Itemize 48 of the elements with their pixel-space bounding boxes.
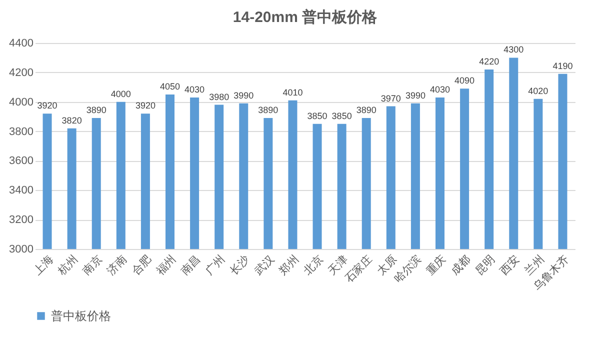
data-label: 3890 [258,105,278,116]
x-tick-label: 长沙 [227,252,252,278]
data-label: 4020 [528,86,548,96]
data-label: 3890 [356,105,376,116]
data-label: 4030 [184,84,205,94]
data-label: 4000 [110,88,131,99]
y-tick-label: 4200 [9,66,34,79]
data-label: 4030 [430,84,450,94]
chart-title: 14-20mm 普中板价格 [232,8,378,26]
x-tick-label: 上海 [31,252,56,278]
y-tick-label: 3200 [9,214,34,226]
data-label: 3970 [380,93,401,104]
data-label: 3850 [307,110,328,121]
x-tick-label: 武汉 [252,252,277,278]
x-tick-label: 济南 [104,252,130,278]
data-label: 3980 [209,92,230,102]
data-label: 3850 [332,110,352,121]
data-label: 4220 [479,56,500,66]
data-label: 4300 [504,44,524,55]
x-tick-label: 重庆 [424,252,448,278]
data-label: 3820 [62,115,82,126]
x-tick-label: 成都 [448,252,474,278]
x-tick-label: 西安 [497,252,522,278]
y-tick-label: 3800 [9,126,34,138]
y-tick-label: 3000 [9,244,34,256]
y-tick-label: 4000 [9,96,34,108]
x-tick-label: 杭州 [54,252,80,278]
y-tick-label: 4400 [9,38,34,50]
data-label: 3890 [86,105,106,116]
x-tick-label: 南昌 [178,252,204,278]
y-tick-label: 3600 [9,155,34,168]
data-label: 4190 [552,60,573,71]
data-label: 3920 [135,100,156,111]
data-label: 3990 [234,90,254,100]
data-label: 3990 [405,90,426,100]
x-tick-label: 福州 [154,252,178,278]
x-tick-label: 昆明 [474,254,498,278]
legend-label: 普中板价格 [51,309,111,323]
data-label: 4010 [282,87,303,98]
x-tick-label: 合肥 [129,252,154,278]
x-tick-label: 郑州 [276,252,302,278]
data-label: 3920 [37,100,58,111]
x-tick-label: 广州 [202,252,228,278]
y-tick-label: 3400 [9,184,34,197]
data-label: 4050 [160,82,180,92]
data-label: 4090 [454,76,475,86]
x-tick-label: 南京 [80,252,105,278]
x-tick-label: 北京 [301,252,326,278]
